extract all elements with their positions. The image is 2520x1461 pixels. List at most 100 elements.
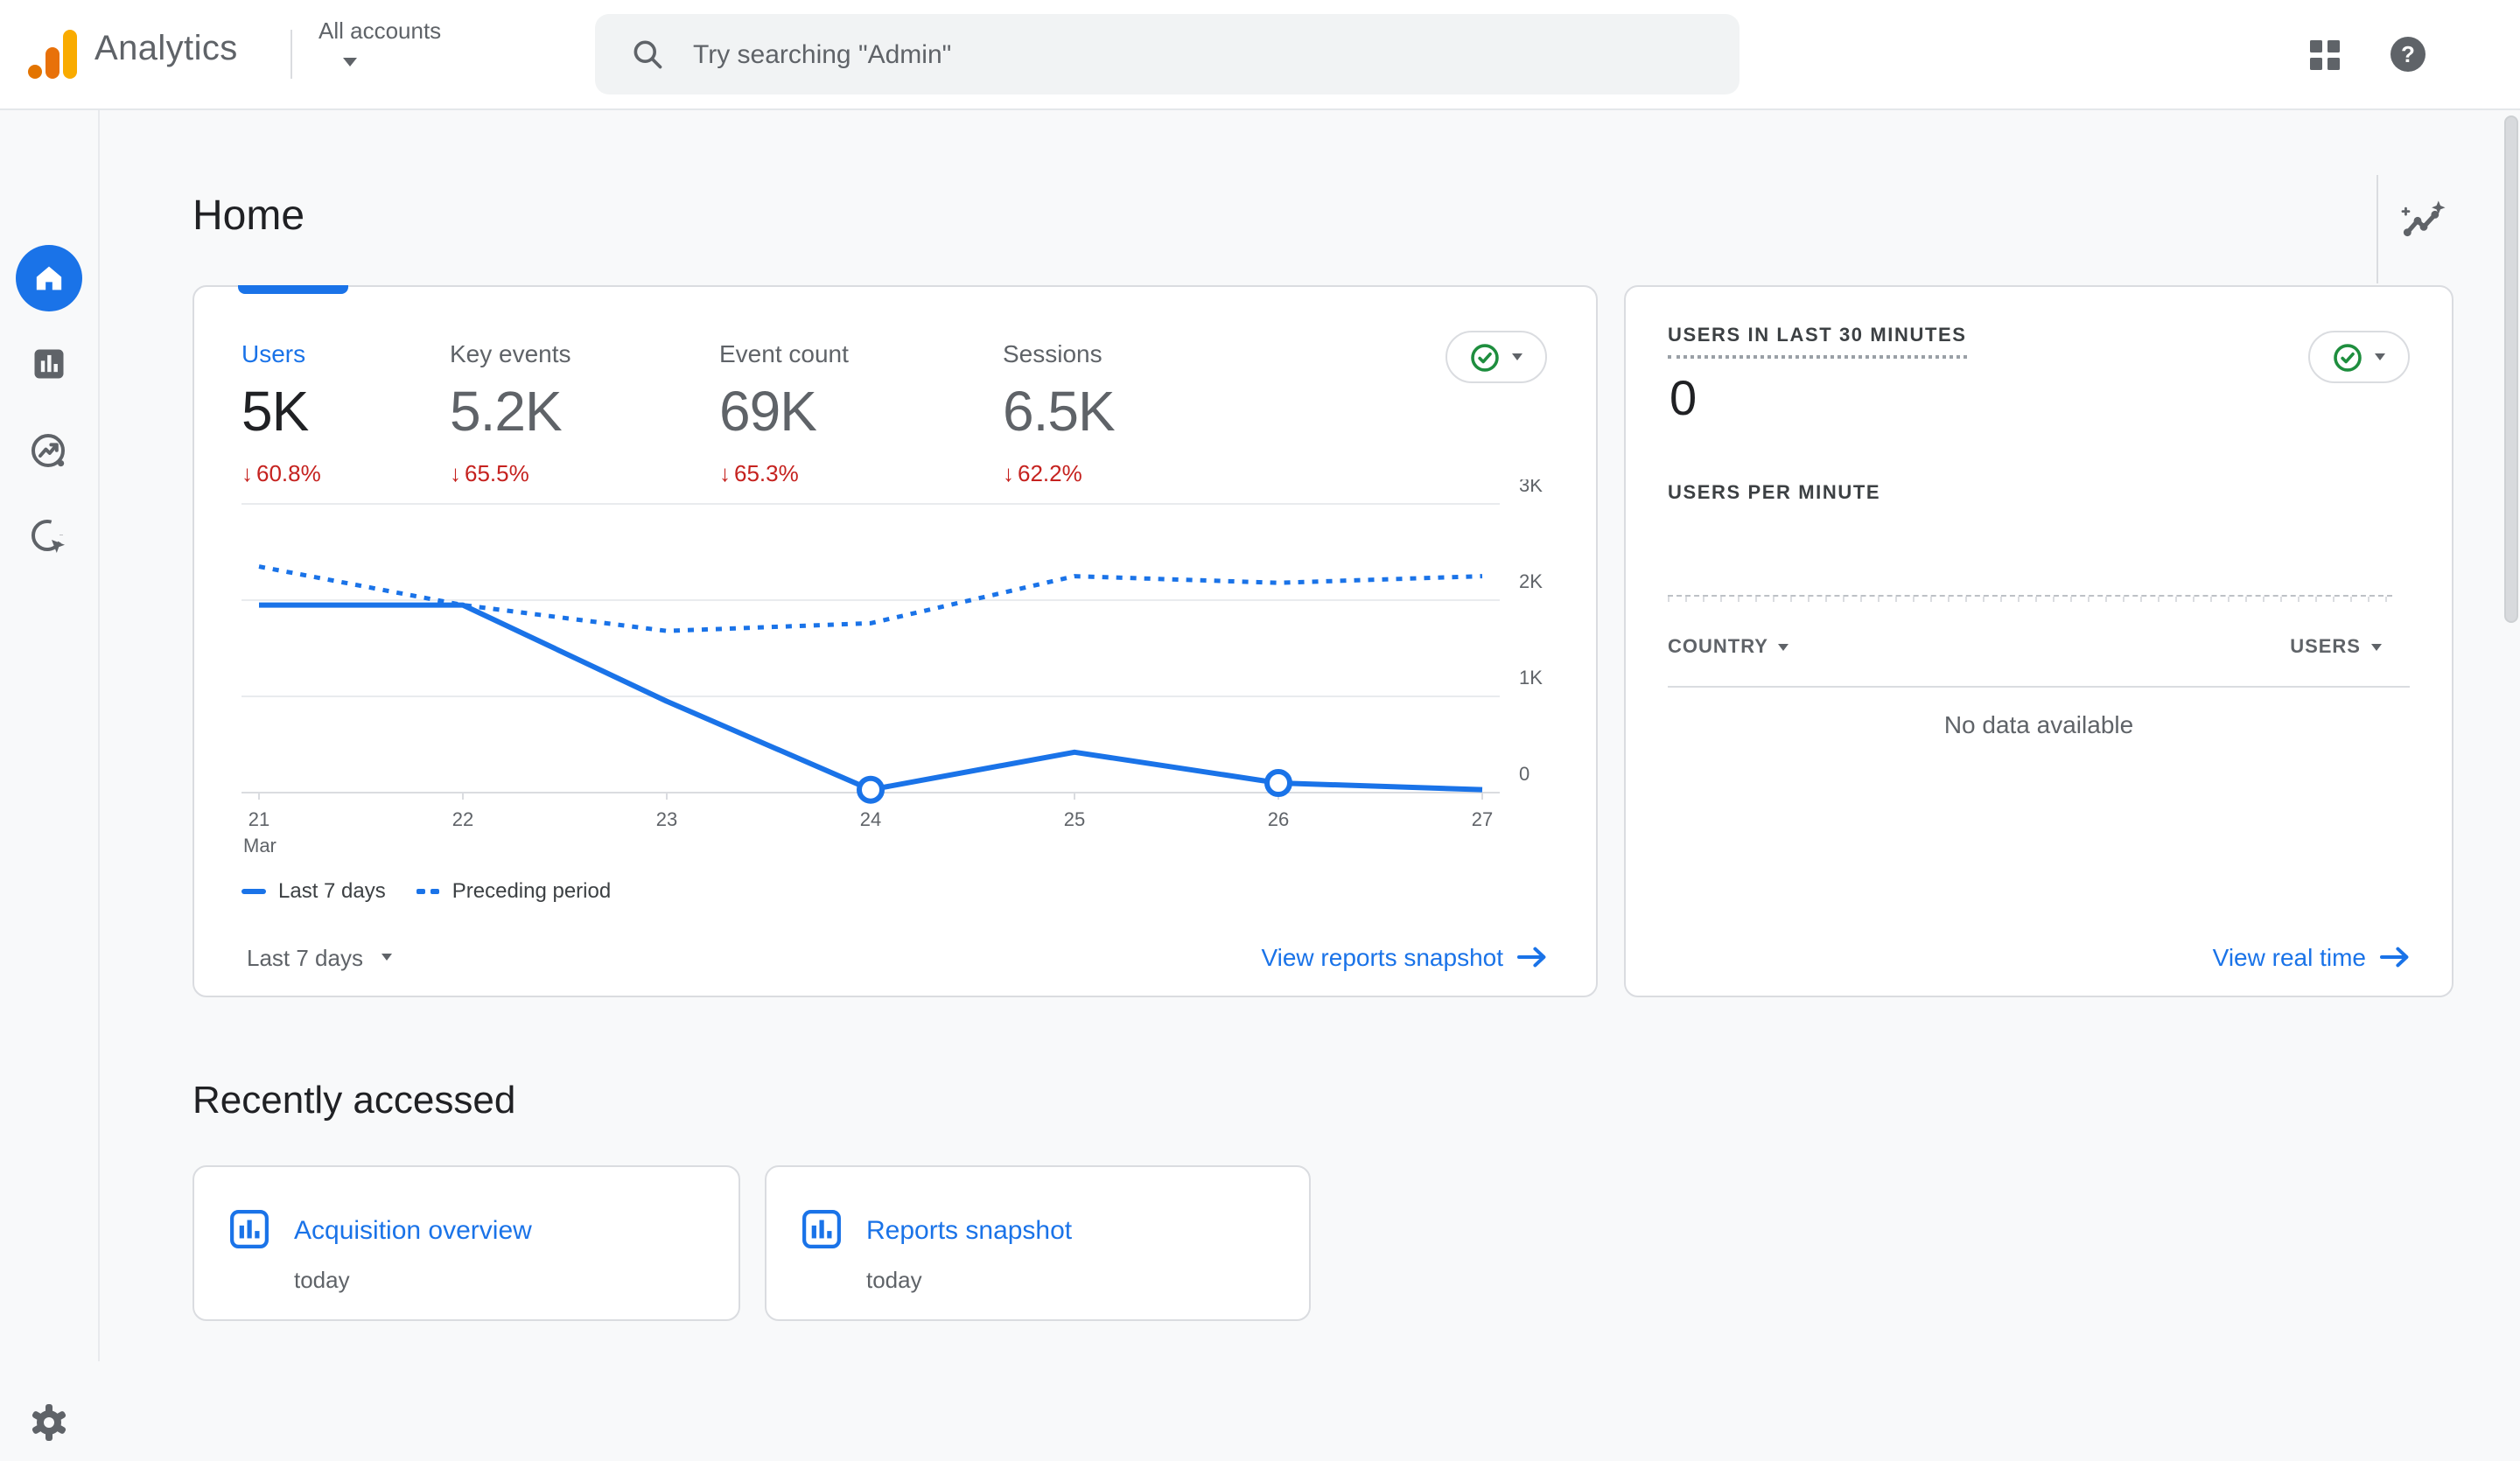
legend-last-7-days: Last 7 days xyxy=(242,878,386,903)
chevron-down-icon xyxy=(381,954,391,961)
users-per-minute-empty-axis xyxy=(1668,595,2392,602)
sidebar-item-reports[interactable] xyxy=(0,325,98,402)
recent-item-link[interactable]: Reports snapshot xyxy=(866,1216,1072,1246)
svg-text:?: ? xyxy=(2401,41,2415,67)
product-name: Analytics xyxy=(94,30,238,70)
metric-label: Key events xyxy=(450,339,571,367)
sort-caret-icon xyxy=(1779,644,1789,651)
svg-text:1K: 1K xyxy=(1519,667,1543,689)
scrollbar-thumb[interactable] xyxy=(2504,115,2518,623)
svg-text:Mar: Mar xyxy=(243,835,276,856)
search-bar[interactable] xyxy=(595,14,1740,94)
svg-text:26: 26 xyxy=(1268,808,1289,830)
overview-card: Users 5K ↓60.8% Key events 5.2K ↓65.5% E… xyxy=(192,285,1598,997)
realtime-table-header: COUNTRY USERS xyxy=(1668,637,2382,658)
svg-text:21: 21 xyxy=(248,808,270,830)
sidebar-item-advertising[interactable] xyxy=(0,499,98,576)
metric-tab-sessions[interactable]: Sessions 6.5K ↓62.2% xyxy=(1003,339,1115,486)
metric-value: 5.2K xyxy=(450,380,571,444)
topbar-divider xyxy=(290,30,292,79)
advertising-icon xyxy=(28,516,70,558)
column-header-country[interactable]: COUNTRY xyxy=(1668,637,1789,658)
report-chart-icon xyxy=(802,1209,842,1258)
metric-value: 6.5K xyxy=(1003,380,1115,444)
trend-chart-wrap: 0 1K 2K 3K 21 22 23 24 25 26 27 Mar xyxy=(194,479,1600,864)
arrow-right-icon xyxy=(2380,947,2410,968)
svg-text:27: 27 xyxy=(1472,808,1493,830)
diagnostics-grid-button[interactable] xyxy=(2289,0,2359,108)
svg-text:23: 23 xyxy=(656,808,677,830)
metric-value: 69K xyxy=(719,380,849,444)
check-circle-icon xyxy=(2333,342,2362,372)
explore-icon xyxy=(28,430,70,472)
period-selector[interactable]: Last 7 days xyxy=(247,944,391,970)
sort-caret-icon xyxy=(2371,644,2382,651)
view-reports-snapshot-link[interactable]: View reports snapshot xyxy=(1261,943,1547,971)
table-divider xyxy=(1668,686,2410,688)
users-per-minute-label: USERS PER MINUTE xyxy=(1668,483,1880,504)
realtime-card: USERS IN LAST 30 MINUTES 0 USERS PER MIN… xyxy=(1624,285,2454,997)
arrow-right-icon xyxy=(1517,947,1547,968)
chevron-down-icon xyxy=(343,58,357,66)
metric-tab-users[interactable]: Users 5K ↓60.8% xyxy=(242,339,321,486)
search-input[interactable] xyxy=(690,38,1642,71)
recent-item-time: today xyxy=(866,1267,922,1293)
check-circle-icon xyxy=(1470,342,1500,372)
svg-text:22: 22 xyxy=(452,808,473,830)
dashed-line-swatch xyxy=(417,888,440,893)
metric-label: Event count xyxy=(719,339,849,367)
realtime-users-value: 0 xyxy=(1670,371,1697,427)
realtime-title: USERS IN LAST 30 MINUTES xyxy=(1668,325,1967,359)
chart-legend: Last 7 days Preceding period xyxy=(242,878,611,903)
data-quality-button[interactable] xyxy=(2308,331,2410,383)
insights-button[interactable] xyxy=(2394,192,2454,252)
account-switcher-label: All accounts xyxy=(318,17,476,44)
help-icon: ? xyxy=(2389,35,2427,73)
legend-preceding-period: Preceding period xyxy=(417,878,611,903)
analytics-logo-icon[interactable] xyxy=(24,26,80,91)
help-button[interactable]: ? xyxy=(2373,0,2443,108)
report-chart-icon xyxy=(229,1209,270,1258)
grid-icon xyxy=(2307,38,2341,71)
recent-card-reports-snapshot[interactable]: Reports snapshot today xyxy=(765,1165,1311,1321)
data-quality-button[interactable] xyxy=(1446,331,1547,383)
chevron-down-icon xyxy=(2375,353,2385,360)
recent-item-link[interactable]: Acquisition overview xyxy=(294,1216,532,1246)
search-icon xyxy=(630,37,665,72)
svg-text:24: 24 xyxy=(860,808,881,830)
svg-text:2K: 2K xyxy=(1519,570,1543,592)
realtime-card-footer: View real time xyxy=(2213,943,2410,971)
metric-tab-key-events[interactable]: Key events 5.2K ↓65.5% xyxy=(450,339,571,486)
home-icon xyxy=(16,245,82,311)
overview-card-footer: Last 7 days View reports snapshot xyxy=(247,943,1547,971)
reports-icon xyxy=(30,345,68,383)
sidebar-item-home[interactable] xyxy=(0,240,98,317)
recently-accessed-heading: Recently accessed xyxy=(192,1078,515,1123)
trend-chart: 0 1K 2K 3K 21 22 23 24 25 26 27 Mar xyxy=(194,479,1600,856)
active-metric-tab-indicator xyxy=(238,285,348,294)
recent-item-time: today xyxy=(294,1267,350,1293)
nav-rail xyxy=(0,108,100,1361)
empty-state-message: No data available xyxy=(1626,710,2452,738)
insights-panel-divider xyxy=(2376,175,2378,283)
metric-tab-event-count[interactable]: Event count 69K ↓65.3% xyxy=(719,339,849,486)
svg-text:0: 0 xyxy=(1519,763,1530,785)
recent-card-acquisition-overview[interactable]: Acquisition overview today xyxy=(192,1165,740,1321)
sidebar-item-explore[interactable] xyxy=(0,413,98,490)
page-title: Home xyxy=(192,192,304,241)
sidebar-item-admin[interactable] xyxy=(0,1384,98,1461)
metric-label: Users xyxy=(242,339,321,367)
app-root: Analytics All accounts xyxy=(0,0,2520,1361)
column-header-users[interactable]: USERS xyxy=(2290,637,2382,658)
insights-icon xyxy=(2399,198,2448,247)
solid-line-swatch xyxy=(242,888,266,893)
view-real-time-link[interactable]: View real time xyxy=(2213,943,2410,971)
metric-label: Sessions xyxy=(1003,339,1115,367)
svg-text:3K: 3K xyxy=(1519,479,1543,496)
gear-icon xyxy=(28,1402,70,1444)
top-bar: Analytics All accounts xyxy=(0,0,2520,110)
svg-text:25: 25 xyxy=(1064,808,1085,830)
chevron-down-icon xyxy=(1512,353,1522,360)
metric-value: 5K xyxy=(242,380,321,444)
account-switcher[interactable]: All accounts xyxy=(318,17,476,75)
